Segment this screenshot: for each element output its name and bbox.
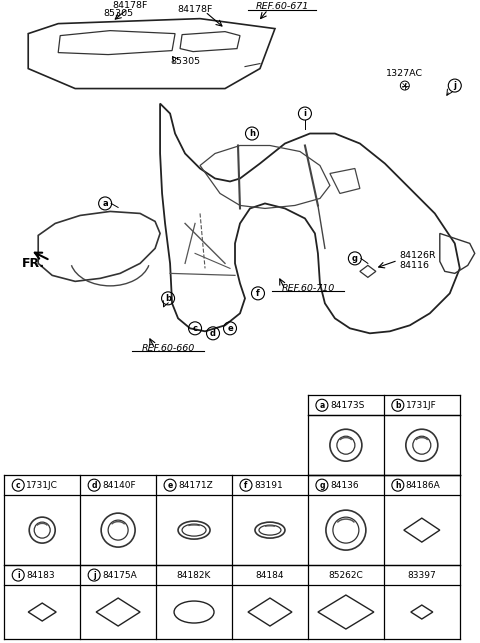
Text: 84136: 84136: [330, 481, 359, 490]
Text: j: j: [453, 81, 456, 90]
Text: 1731JF: 1731JF: [406, 401, 437, 410]
Text: h: h: [395, 481, 401, 490]
Text: 84178F: 84178F: [177, 5, 213, 14]
Text: REF.60-710: REF.60-710: [281, 284, 335, 293]
Text: a: a: [102, 199, 108, 208]
Text: 84175A: 84175A: [102, 570, 137, 579]
Text: e: e: [227, 324, 233, 333]
Text: d: d: [91, 481, 97, 490]
Text: 83191: 83191: [254, 481, 283, 490]
Text: 85305: 85305: [103, 9, 133, 18]
Text: g: g: [319, 481, 324, 490]
Text: j: j: [93, 570, 96, 579]
Text: 84126R: 84126R: [400, 251, 436, 260]
Text: e: e: [168, 481, 173, 490]
Text: 84116: 84116: [400, 261, 430, 270]
Text: c: c: [192, 324, 198, 333]
Text: d: d: [210, 329, 216, 338]
Text: 85262C: 85262C: [328, 570, 363, 579]
Text: 1327AC: 1327AC: [386, 69, 423, 78]
Text: 84186A: 84186A: [406, 481, 441, 490]
Text: g: g: [352, 254, 358, 263]
Text: 83397: 83397: [408, 570, 436, 579]
Text: h: h: [249, 129, 255, 138]
Text: f: f: [256, 289, 260, 298]
Text: FR.: FR.: [22, 257, 45, 270]
Text: REF.60-660: REF.60-660: [142, 344, 195, 353]
Text: 84140F: 84140F: [102, 481, 136, 490]
Text: 84173S: 84173S: [330, 401, 364, 410]
Text: 84178F: 84178F: [112, 1, 148, 10]
Text: REF.60-671: REF.60-671: [255, 2, 309, 11]
Text: f: f: [244, 481, 248, 490]
Text: 84182K: 84182K: [177, 570, 211, 579]
Text: i: i: [17, 570, 20, 579]
Text: b: b: [395, 401, 401, 410]
Text: 84183: 84183: [26, 570, 55, 579]
Text: i: i: [303, 109, 306, 118]
Text: a: a: [319, 401, 324, 410]
Text: c: c: [16, 481, 21, 490]
Text: 85305: 85305: [170, 57, 200, 66]
Text: 1731JC: 1731JC: [26, 481, 58, 490]
Text: 84171Z: 84171Z: [178, 481, 213, 490]
Text: b: b: [165, 294, 171, 303]
Text: 84184: 84184: [256, 570, 284, 579]
